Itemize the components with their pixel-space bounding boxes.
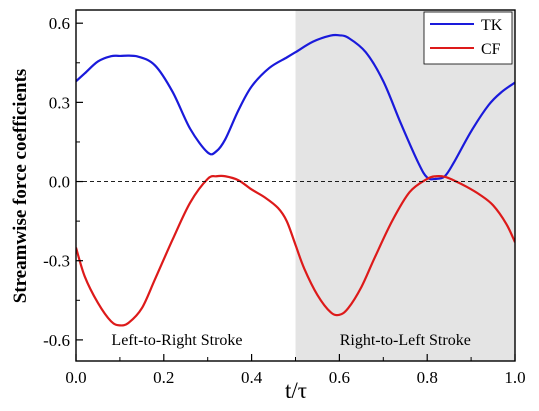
right-to-left-shaded-region [295,10,515,361]
annotation-left-to-right: Left-to-Right Stroke [111,332,242,349]
y-tick-label: 0.6 [49,14,70,33]
legend-label-tk: TK [481,17,503,34]
x-tick-label: 1.0 [504,368,525,387]
legend: TK CF [423,11,513,65]
legend-box [423,11,513,65]
annotation-right-to-left: Right-to-Left Stroke [340,332,471,349]
y-tick-label: -0.6 [43,331,70,350]
x-tick-label: 0.8 [417,368,438,387]
series-line-tk [76,33,515,181]
y-tick-label: 0.3 [49,93,70,112]
y-axis-title: Streamwise force coefficients [10,69,31,304]
series-line-cf [76,174,515,327]
y-tick-label: -0.3 [43,252,70,271]
legend-label-cf: CF [481,41,501,58]
x-tick-label: 0.0 [65,368,86,387]
x-tick-label: 0.2 [153,368,174,387]
y-tick-label: 0.0 [49,173,70,192]
x-tick-label: 0.6 [329,368,350,387]
x-axis-title: t/τ [285,378,307,403]
x-tick-label: 0.4 [241,368,263,387]
